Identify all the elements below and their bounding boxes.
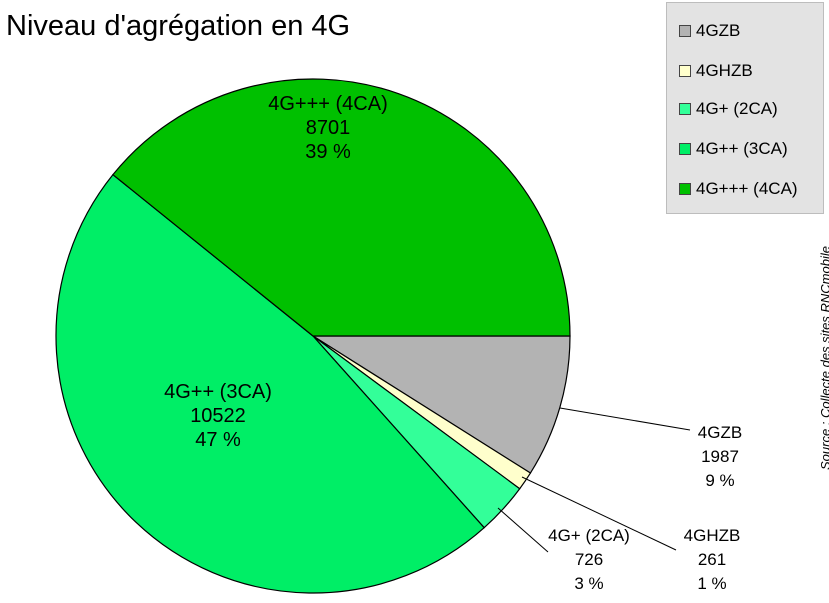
slice-label: 4GZB — [698, 423, 742, 442]
legend-label: 4G+ (2CA) — [696, 99, 778, 118]
chart-title: Niveau d'agrégation en 4G — [6, 10, 351, 42]
legend-label: 4GHZB — [696, 61, 753, 80]
leader-line-0 — [559, 407, 691, 431]
slice-percent: 3 % — [574, 574, 603, 593]
slice-value: 1987 — [701, 447, 739, 466]
slice-value: 8701 — [306, 117, 351, 139]
legend-label: 4GZB — [696, 21, 741, 40]
slice-label: 4G+++ (4CA) — [268, 93, 388, 115]
slice-label: 4G+ (2CA) — [548, 526, 630, 545]
slice-label: 4GHZB — [684, 526, 741, 545]
legend-item-4ghzb: 4GHZB — [679, 61, 753, 81]
legend: 4GZB 4GHZB 4G+ (2CA) 4G++ (3CA) 4G+++ (4… — [666, 2, 824, 214]
legend-swatch — [679, 143, 691, 155]
slice-percent: 39 % — [305, 141, 351, 163]
source-note: Source : Collecte des sites RNCmobile — [818, 246, 829, 470]
legend-swatch — [679, 183, 691, 195]
leader-line-1 — [521, 476, 677, 551]
pie-slice-0 — [310, 335, 571, 474]
slice-value: 261 — [698, 550, 726, 569]
pie-slice-4 — [112, 78, 571, 337]
legend-swatch — [679, 103, 691, 115]
legend-item-4gzb: 4GZB — [679, 21, 740, 41]
legend-item-4g-3ca: 4G++ (3CA) — [679, 139, 788, 159]
legend-item-4g-4ca: 4G+++ (4CA) — [679, 179, 798, 199]
slice-value: 10522 — [190, 405, 246, 427]
pie-slice-3 — [55, 173, 486, 594]
slice-label: 4G++ (3CA) — [164, 381, 272, 403]
slice-percent: 9 % — [705, 471, 734, 490]
legend-label: 4G+++ (4CA) — [696, 179, 798, 198]
legend-label: 4G++ (3CA) — [696, 139, 788, 158]
legend-item-4g-2ca: 4G+ (2CA) — [679, 99, 778, 119]
slice-value: 726 — [575, 550, 603, 569]
leader-line-2 — [497, 507, 549, 553]
legend-swatch — [679, 25, 691, 37]
slice-percent: 1 % — [697, 574, 726, 593]
legend-swatch — [679, 65, 691, 77]
slice-percent: 47 % — [195, 429, 241, 451]
